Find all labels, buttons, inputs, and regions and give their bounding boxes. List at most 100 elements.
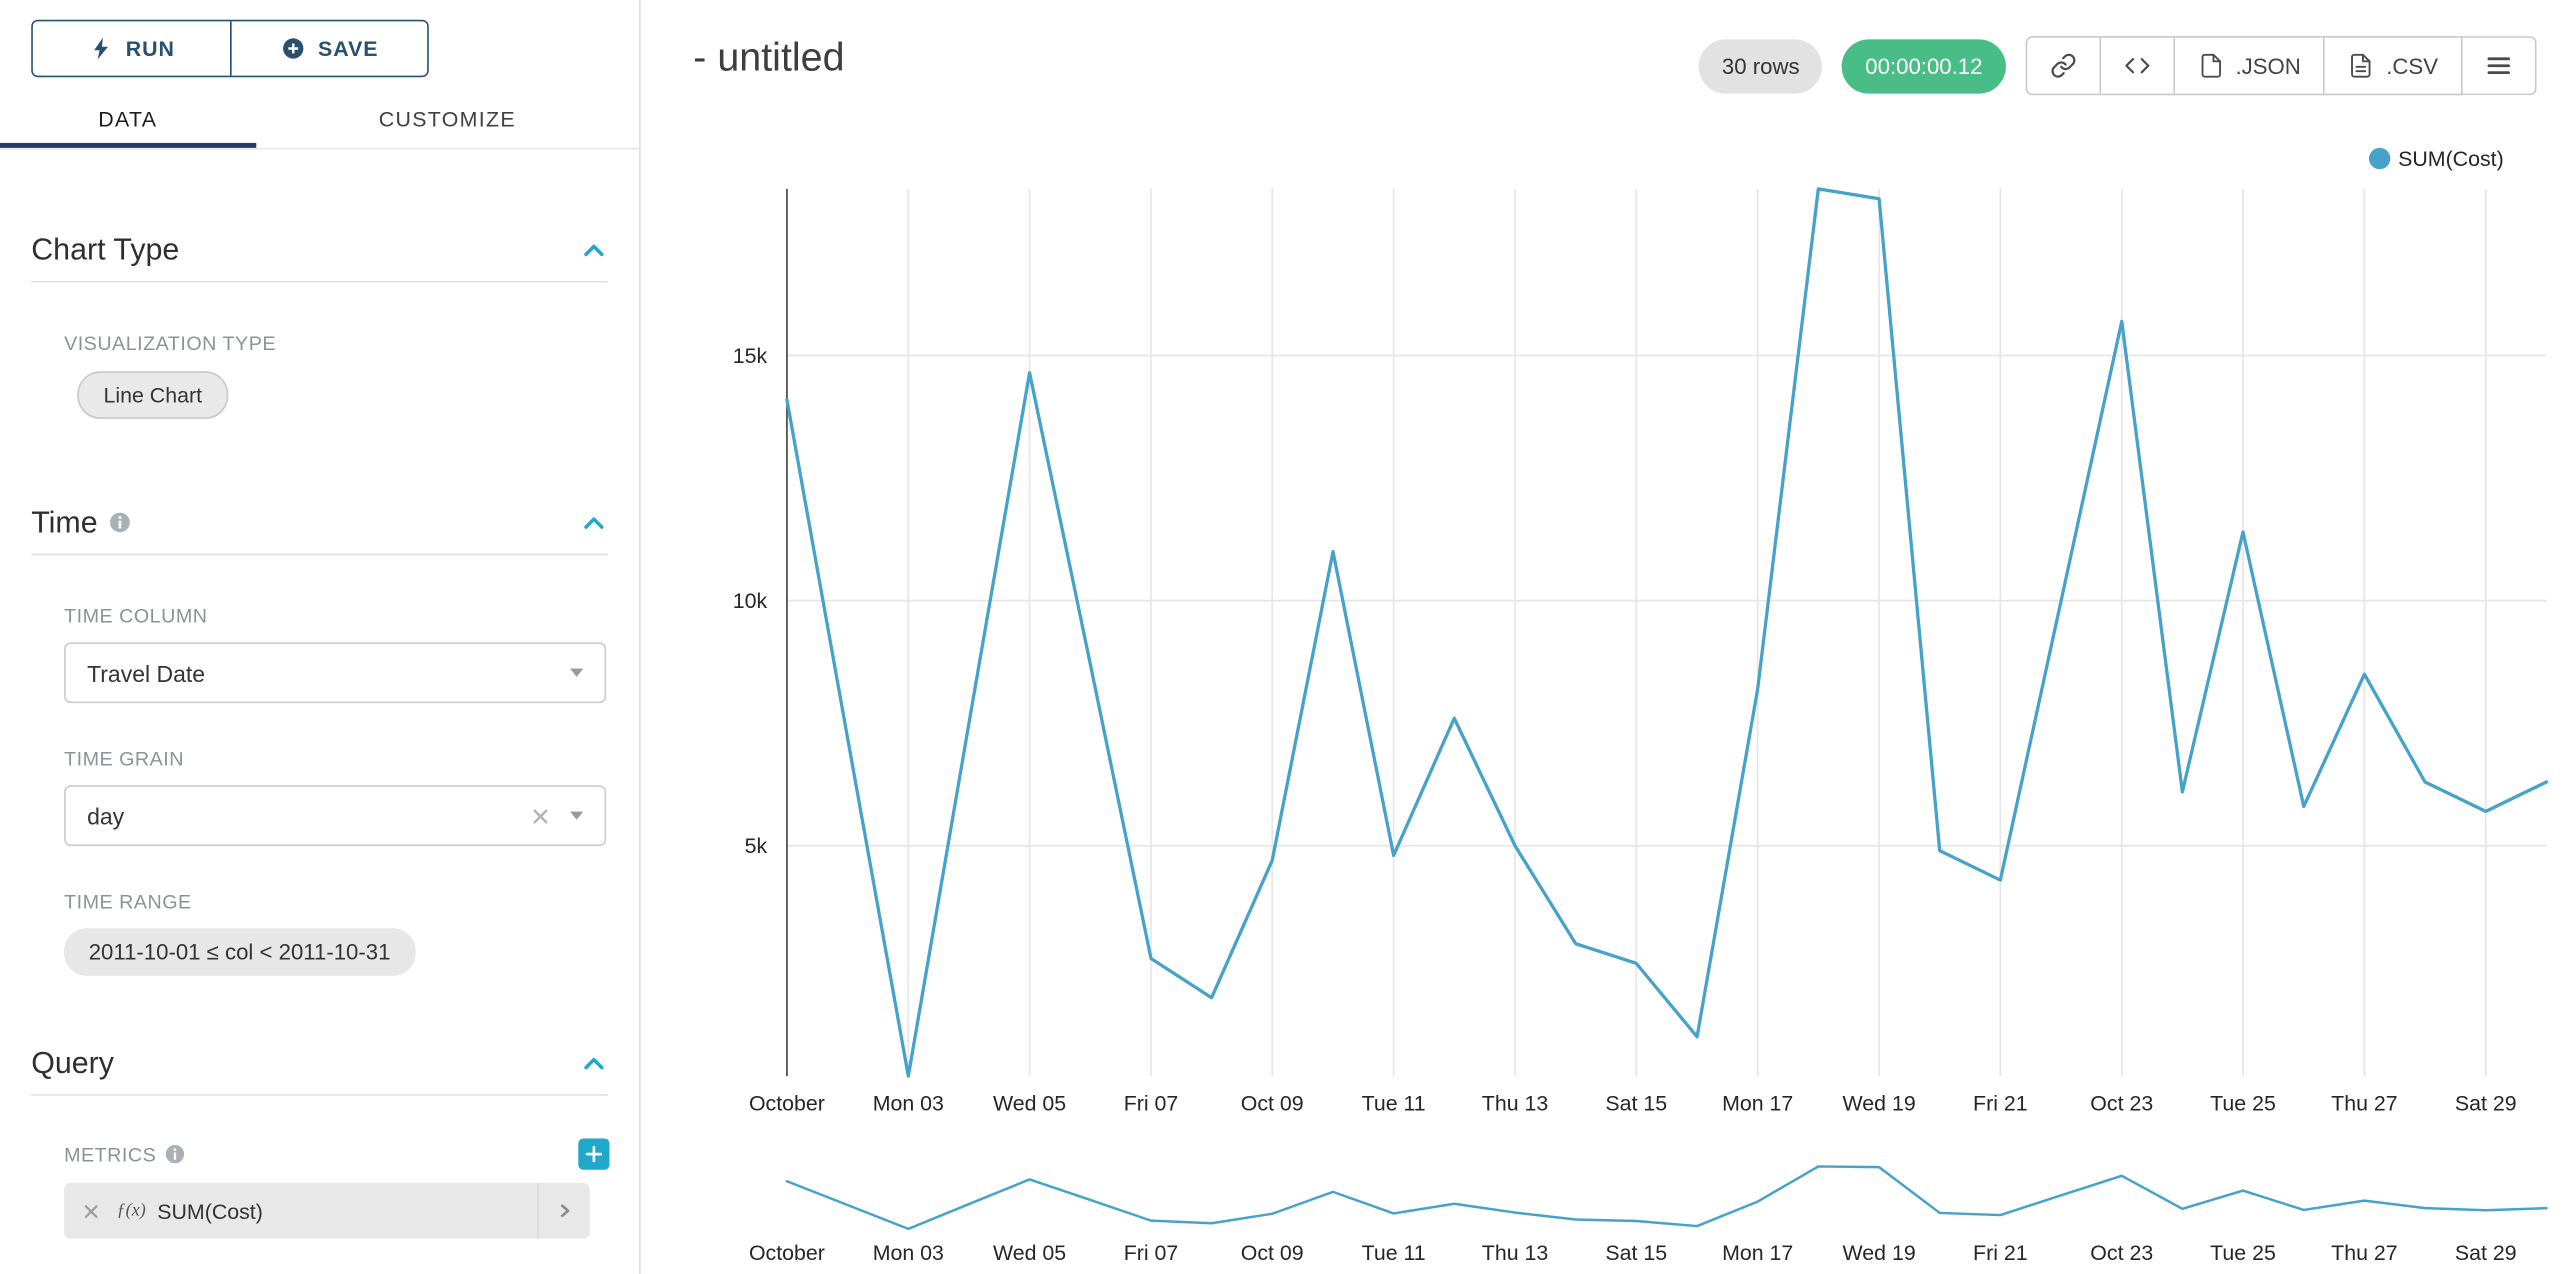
control-panel: RUN SAVE DATA CUSTOMIZE Chart Type VISUA… [0,0,641,1274]
info-icon [165,1144,185,1164]
mini-x-tick-label: Mon 17 [1722,1241,1793,1265]
legend-item[interactable]: SUM(Cost) [2368,146,2504,171]
x-tick-label: Wed 19 [1843,1092,1916,1116]
chevron-up-icon[interactable] [580,1049,608,1077]
x-tick-label: Mon 17 [1722,1092,1793,1116]
y-tick-label: 10k [733,589,768,613]
section-divider [31,280,608,283]
y-tick-label: 15k [733,344,768,368]
view-query-button[interactable] [2100,36,2175,96]
export-csv-button[interactable]: .CSV [2325,36,2463,96]
plus-icon [585,1145,603,1163]
x-tick-label: Sat 15 [1605,1092,1667,1116]
x-tick-label: Wed 05 [993,1092,1066,1116]
link-icon [2051,53,2075,78]
section-time-header[interactable]: Time [31,501,608,544]
mini-x-tick-label: Oct 09 [1241,1241,1304,1265]
mini-x-tick-label: Sat 15 [1605,1241,1667,1265]
control-sections: Chart Type VISUALIZATION TYPE Line Chart… [0,228,639,1274]
caret-down-icon [570,668,584,677]
section-query-title: Query [31,1044,114,1080]
tab-data[interactable]: DATA [0,90,256,148]
file-code-icon [2201,53,2221,78]
query-timer-badge: 00:00:00.12 [1842,38,2006,93]
x-tick-label: Tue 11 [1362,1092,1426,1116]
run-button-label: RUN [125,36,175,61]
legend-dot [2368,147,2390,170]
bolt-icon [93,37,108,60]
export-csv-label: .CSV [2386,53,2438,79]
section-chart-type-header[interactable]: Chart Type [31,228,608,271]
x-tick-label: Mon 03 [873,1092,944,1116]
remove-metric-icon[interactable] [64,1202,117,1220]
chevron-up-icon[interactable] [580,508,608,536]
clear-icon[interactable] [531,806,551,826]
share-link-button[interactable] [2025,36,2101,96]
section-query-header[interactable]: Query [31,1042,608,1085]
x-tick-label: Fri 21 [1973,1092,2028,1116]
save-button[interactable]: SAVE [229,21,428,76]
section-divider [31,1094,608,1096]
series-line[interactable] [785,187,2549,1078]
info-icon [110,512,131,533]
mini-x-tick-label: Wed 05 [993,1241,1066,1265]
mini-x-tick-label: Fri 07 [1124,1241,1179,1265]
mini-x-tick-label: Wed 19 [1843,1241,1916,1265]
time-column-select[interactable]: Travel Date [64,642,607,704]
export-json-label: .JSON [2235,53,2301,79]
section-time-title: Time [31,504,98,539]
metrics-row: METRICS [64,1138,610,1170]
mini-x-tick-label: October [749,1241,825,1265]
mini-x-tick-label: Thu 27 [2331,1241,2397,1265]
caret-down-icon [570,811,584,820]
chevron-right-icon[interactable] [537,1182,590,1239]
chart-pane: - untitled 30 rows 00:00:00.12 .JSON .CS… [642,0,2576,1274]
x-tick-label: Oct 23 [2090,1092,2153,1116]
tab-customize[interactable]: CUSTOMIZE [378,106,516,132]
y-tick-label: 5k [745,834,768,858]
metric-chip[interactable]: ƒ(x) SUM(Cost) [64,1182,590,1239]
x-tick-label: Tue 25 [2210,1092,2276,1116]
metric-label: SUM(Cost) [157,1198,263,1224]
metrics-label: METRICS [64,1142,157,1166]
mini-x-tick-label: Sat 29 [2455,1241,2517,1265]
time-range-pill[interactable]: 2011-10-01 ≤ col < 2011-10-31 [64,928,416,976]
row-count-badge[interactable]: 30 rows [1698,38,1823,93]
visualization-type-pill[interactable]: Line Chart [77,371,229,419]
x-tick-label: Thu 27 [2331,1092,2397,1116]
time-column-value: Travel Date [87,659,206,686]
save-button-label: SAVE [318,36,379,61]
legend-label: SUM(Cost) [2398,146,2504,171]
x-tick-label: Sat 29 [2455,1092,2517,1116]
mini-x-tick-label: Tue 25 [2210,1241,2276,1265]
time-grain-select[interactable]: day [64,785,607,847]
section-divider [31,553,608,556]
line-chart[interactable]: 5k 10k 15k October October Mon 03 Mon 03 Wed 05… [642,0,2576,1274]
x-tick-label: Fri 07 [1124,1092,1179,1116]
x-tick-label: Thu 13 [1482,1092,1548,1116]
run-button[interactable]: RUN [32,21,230,76]
visualization-type-label: VISUALIZATION TYPE [64,331,276,355]
run-save-group: RUN SAVE [31,19,429,78]
panel-tabs: DATA CUSTOMIZE [0,90,640,150]
time-range-label: TIME RANGE [64,890,192,914]
mini-series-line[interactable] [785,1165,2548,1231]
chart-title: - untitled [693,36,845,81]
plus-circle-icon [282,38,303,59]
time-grain-label: TIME GRAIN [64,747,185,771]
code-icon [2124,58,2149,74]
add-metric-button[interactable] [578,1138,610,1170]
mini-x-tick-label: Tue 11 [1362,1241,1426,1265]
export-json-button[interactable]: .JSON [2174,36,2326,96]
more-menu-button[interactable] [2462,36,2537,96]
mini-x-tick-label: Fri 21 [1973,1241,2028,1265]
export-button-group: .JSON .CSV [2025,36,2537,96]
chevron-up-icon[interactable] [580,236,608,264]
x-tick-label: Oct 09 [1241,1092,1304,1116]
fx-icon: ƒ(x) [116,1200,146,1221]
mini-x-tick-label: Thu 13 [1482,1241,1548,1265]
x-tick-label: October [749,1092,825,1116]
mini-x-tick-label: Mon 03 [873,1241,944,1265]
header-actions: 30 rows 00:00:00.12 .JSON .CSV [1698,36,2537,96]
